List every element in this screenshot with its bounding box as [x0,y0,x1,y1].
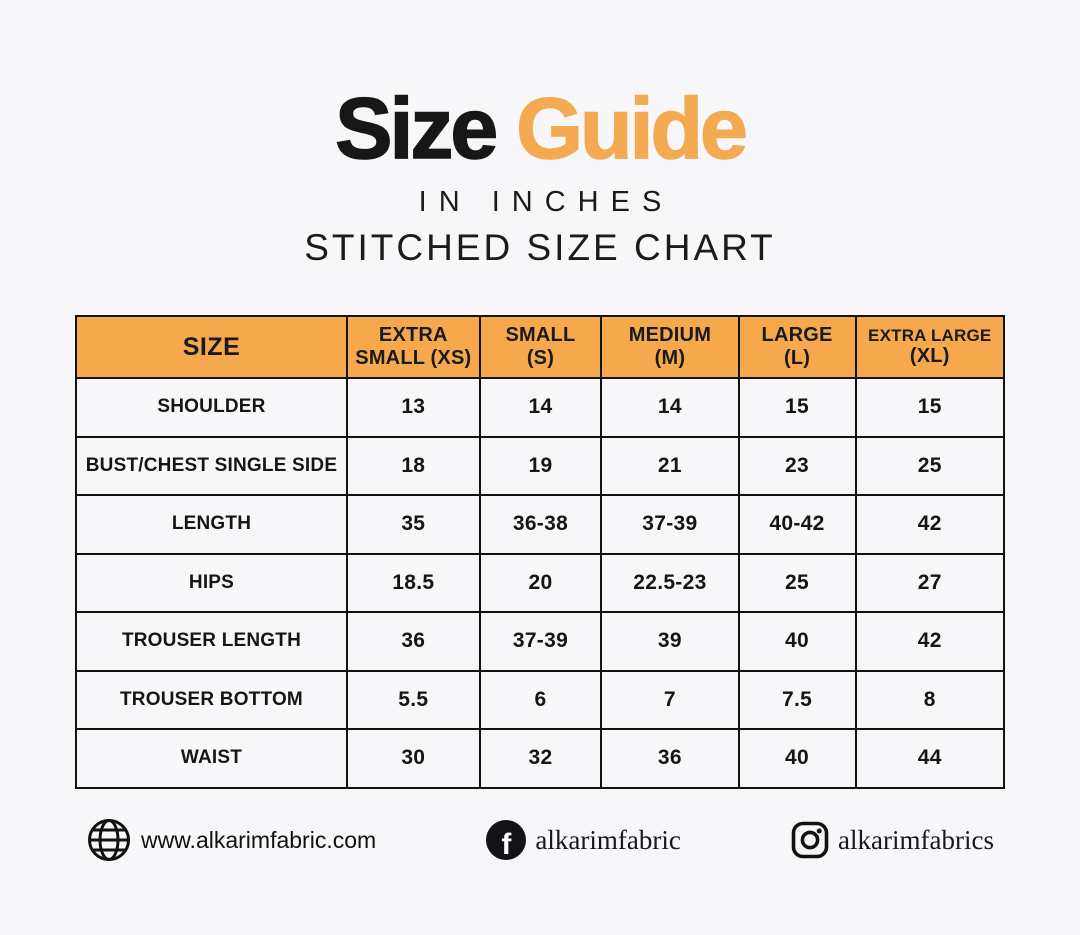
footer-facebook: f alkarimfabric [486,820,681,860]
table-cell: 36 [345,611,481,672]
column-header-line: SMALL (XS) [355,347,472,369]
table-cell: 13 [345,377,481,438]
table-cell: 5.5 [345,669,481,730]
table-cell: 14 [600,377,740,438]
table-row-trouser-bottom: TROUSER BOTTOM 5.5 6 7 7.5 8 [75,669,1005,730]
column-header-medium: MEDIUM (M) [600,315,740,379]
column-header-line: (M) [654,347,686,369]
table-cell: 18.5 [345,552,481,613]
column-header-size: SIZE [75,315,348,379]
table-cell: 21 [600,435,740,496]
table-cell: 7 [600,669,740,730]
column-header-line: (XL) [909,345,950,368]
table-cell: 27 [854,552,1005,613]
table-row-waist: WAIST 30 32 36 40 44 [75,728,1005,789]
table-cell: 14 [478,377,603,438]
table-row-hips: HIPS 18.5 20 22.5-23 25 27 [75,552,1005,613]
facebook-handle: alkarimfabric [535,824,681,855]
column-header-line: MEDIUM [628,324,712,346]
globe-icon [86,817,132,863]
row-label: LENGTH [75,494,348,555]
table-cell: 20 [478,552,603,613]
column-header-small: SMALL (S) [478,315,603,379]
table-cell: 22.5-23 [600,552,740,613]
table-row-bust-chest: BUST/CHEST SINGLE SIDE 18 19 21 23 25 [75,435,1005,496]
table-cell: 15 [737,377,857,438]
table-row-length: LENGTH 35 36-38 37-39 40-42 42 [75,494,1005,555]
instagram-icon [791,821,829,859]
column-header-extra-small: EXTRA SMALL (XS) [345,315,481,379]
table-header-row: SIZE EXTRA SMALL (XS) SMALL (S) MEDIUM (… [75,315,1005,379]
table-cell: 35 [345,494,481,555]
table-cell: 18 [345,435,481,496]
column-header-line: SMALL [505,324,576,346]
column-header-line: LARGE [761,324,833,346]
page-title-word-orange: Guide [515,81,748,177]
table-row-trouser-length: TROUSER LENGTH 36 37-39 39 40 42 [75,611,1005,672]
column-header-line: (S) [526,347,555,369]
table-cell: 40 [737,728,857,789]
table-cell: 40 [737,611,857,672]
column-header-line: EXTRA LARGE [868,325,992,345]
table-cell: 42 [854,611,1005,672]
table-cell: 37-39 [478,611,603,672]
footer: www.alkarimfabric.com f alkarimfabric al… [0,810,1080,870]
table-cell: 36-38 [478,494,603,555]
table-cell: 8 [854,669,1005,730]
footer-instagram: alkarimfabrics [791,821,994,859]
table-cell: 42 [854,494,1005,555]
page-title: Size Guide [0,0,1080,173]
table-cell: 25 [737,552,857,613]
row-label: SHOULDER [75,377,348,438]
table-row-shoulder: SHOULDER 13 14 14 15 15 [75,377,1005,438]
row-label: BUST/CHEST SINGLE SIDE [75,435,348,496]
website-url: www.alkarimfabric.com [141,826,377,853]
table-cell: 44 [854,728,1005,789]
column-header-line: (L) [783,347,811,369]
facebook-icon-letter: f [501,827,512,860]
table-cell: 7.5 [737,669,857,730]
table-cell: 37-39 [600,494,740,555]
column-header-extra-large: EXTRA LARGE (XL) [854,315,1005,379]
table-cell: 30 [345,728,481,789]
subtitle-in-inches: IN INCHES [418,186,674,218]
table-cell: 23 [737,435,857,496]
column-header-large: LARGE (L) [737,315,857,379]
table-cell: 36 [600,728,740,789]
page-title-word-black: Size [334,81,499,177]
table-cell: 39 [600,611,740,672]
size-chart-table: SIZE EXTRA SMALL (XS) SMALL (S) MEDIUM (… [75,315,1005,789]
subtitle-stitched-size-chart: STITCHED SIZE CHART [304,227,776,268]
footer-website: www.alkarimfabric.com [86,817,376,863]
table-cell: 32 [478,728,603,789]
table-cell: 40-42 [737,494,857,555]
column-header-line: EXTRA [378,324,448,346]
table-cell: 25 [854,435,1005,496]
row-label: TROUSER BOTTOM [75,669,348,730]
instagram-handle: alkarimfabrics [838,824,994,855]
row-label: TROUSER LENGTH [75,611,348,672]
row-label: HIPS [75,552,348,613]
facebook-icon: f [486,820,527,860]
row-label: WAIST [75,728,348,789]
table-cell: 6 [478,669,603,730]
table-cell: 15 [854,377,1005,438]
table-cell: 19 [478,435,603,496]
